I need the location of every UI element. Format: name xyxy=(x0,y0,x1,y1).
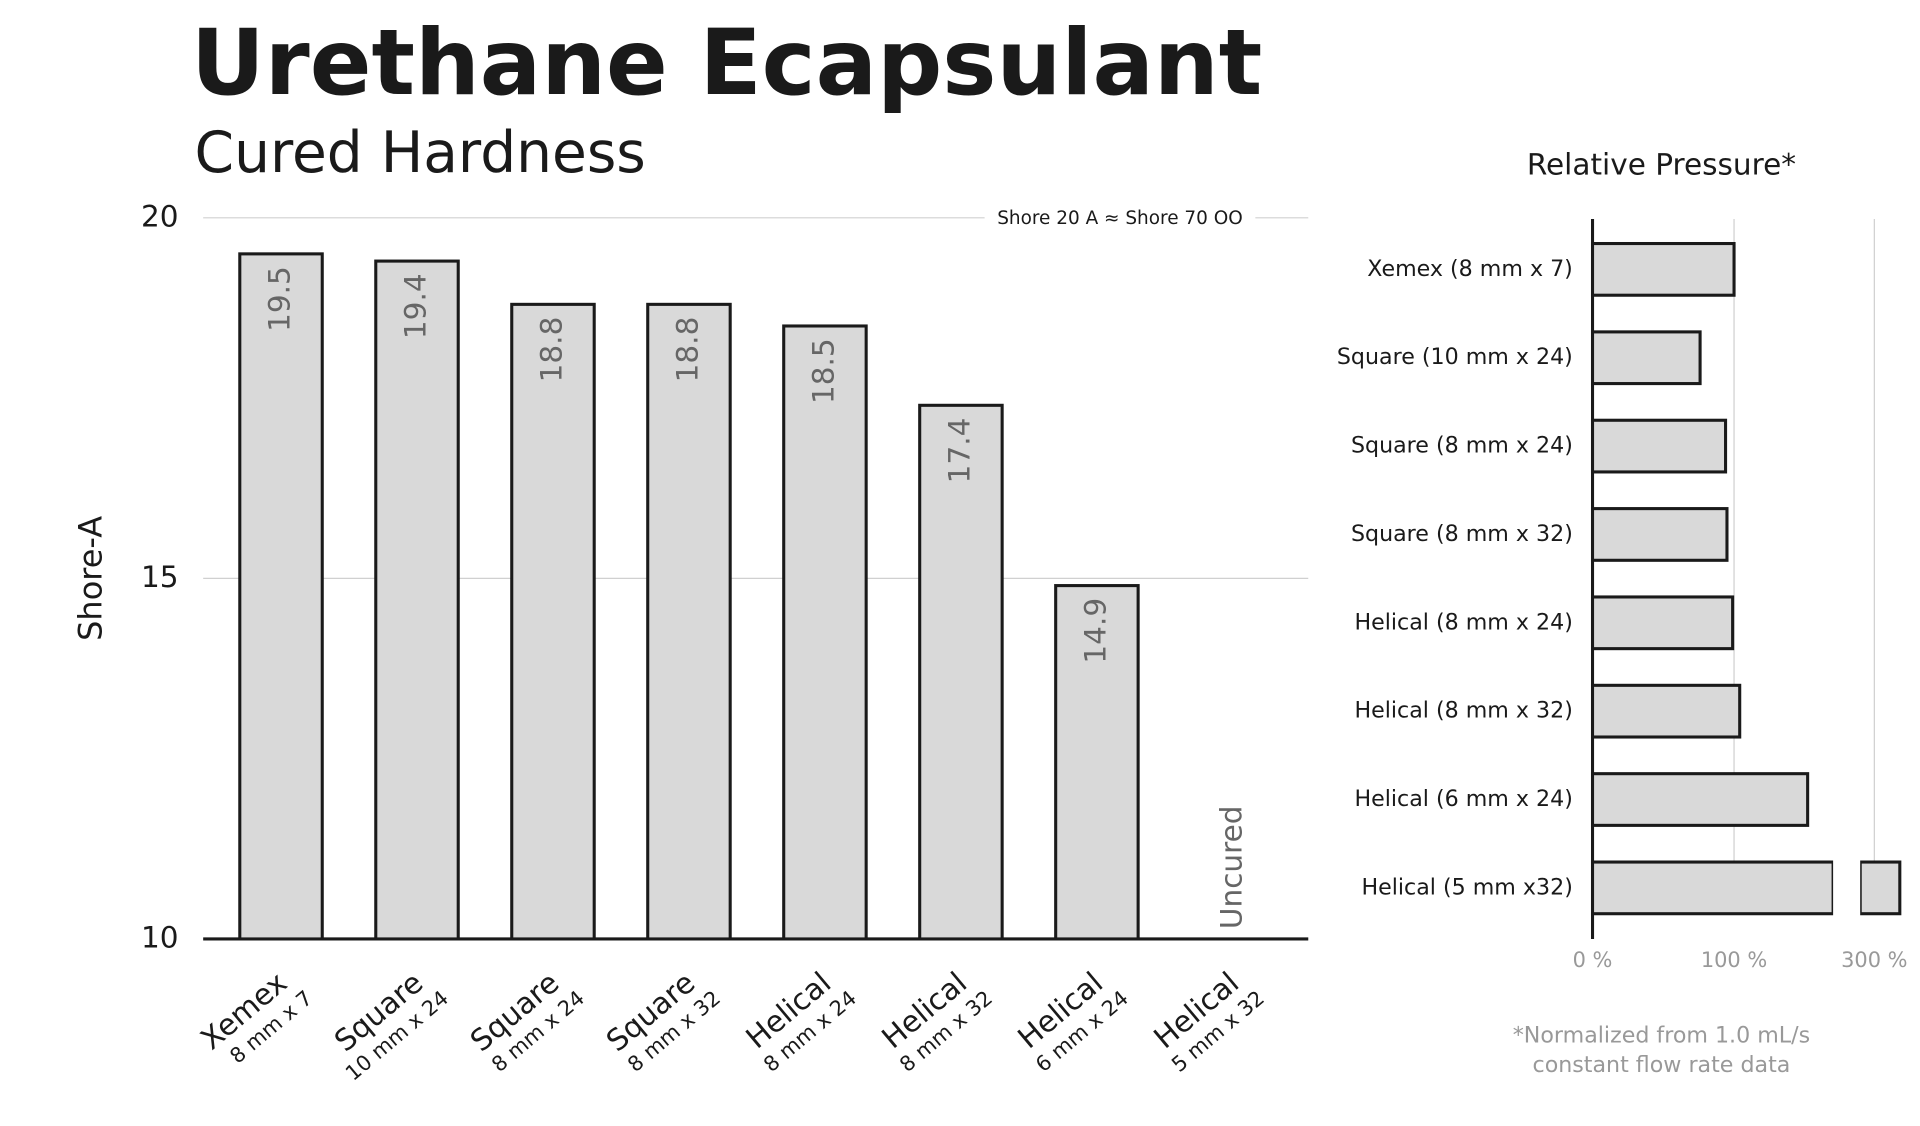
bar xyxy=(1590,241,1736,297)
y-tick-label: Square (10 mm x 24) xyxy=(1337,344,1573,370)
annotation: Shore 20 A ≈ Shore 70 OO xyxy=(997,208,1243,229)
bar xyxy=(374,259,460,941)
value-label: 18.8 xyxy=(670,317,704,383)
y-tick-label: Helical (8 mm x 32) xyxy=(1354,698,1572,724)
value-label: 17.4 xyxy=(942,418,976,484)
footnote: *Normalized from 1.0 mL/s xyxy=(1513,1023,1810,1049)
bar xyxy=(782,324,868,941)
value-label: 18.5 xyxy=(806,338,840,404)
bar xyxy=(1590,857,1902,919)
bar xyxy=(1590,683,1742,739)
y-tick-label: 10 xyxy=(141,920,179,954)
y-tick-label: Helical (5 mm x32) xyxy=(1361,874,1572,900)
bar xyxy=(1590,507,1729,562)
y-tick-label: 15 xyxy=(141,560,179,594)
value-label: 18.8 xyxy=(534,317,568,383)
y-tick-label: 20 xyxy=(141,199,179,233)
footnote: constant flow rate data xyxy=(1533,1052,1791,1078)
y-axis-label: Shore-A xyxy=(71,516,109,641)
value-label: 14.9 xyxy=(1078,598,1112,664)
y-tick-label: Helical (6 mm x 24) xyxy=(1354,786,1572,812)
y-tick-label: Square (8 mm x 24) xyxy=(1351,433,1573,459)
bar xyxy=(1054,584,1140,941)
annotation-background xyxy=(984,204,1256,234)
missing-label: Uncured xyxy=(1214,805,1248,929)
chart-title: Urethane Ecapsulant xyxy=(191,10,1262,116)
bar xyxy=(646,302,732,941)
bar-segment xyxy=(1858,860,1902,916)
value-label: 19.4 xyxy=(398,273,432,339)
bar xyxy=(510,302,596,941)
x-tick-label: 100 % xyxy=(1701,948,1767,972)
bar xyxy=(1590,595,1735,651)
y-tick-label: Xemex (8 mm x 7) xyxy=(1367,256,1573,282)
y-tick-label: Helical (8 mm x 24) xyxy=(1354,609,1572,635)
bar xyxy=(1590,330,1702,386)
bar xyxy=(1590,418,1728,474)
value-label: 19.5 xyxy=(263,266,297,332)
x-tick-label: 0 % xyxy=(1573,948,1613,972)
chart-title: Relative Pressure* xyxy=(1527,148,1796,182)
bar-segment xyxy=(1590,860,1835,916)
x-tick-label: 300 % xyxy=(1841,948,1907,972)
chart-subtitle: Cured Hardness xyxy=(195,120,646,186)
break-gap xyxy=(1833,857,1861,919)
y-tick-label: Square (8 mm x 32) xyxy=(1351,521,1573,547)
bar xyxy=(918,403,1004,941)
bar xyxy=(1590,772,1810,827)
bar xyxy=(238,252,324,941)
